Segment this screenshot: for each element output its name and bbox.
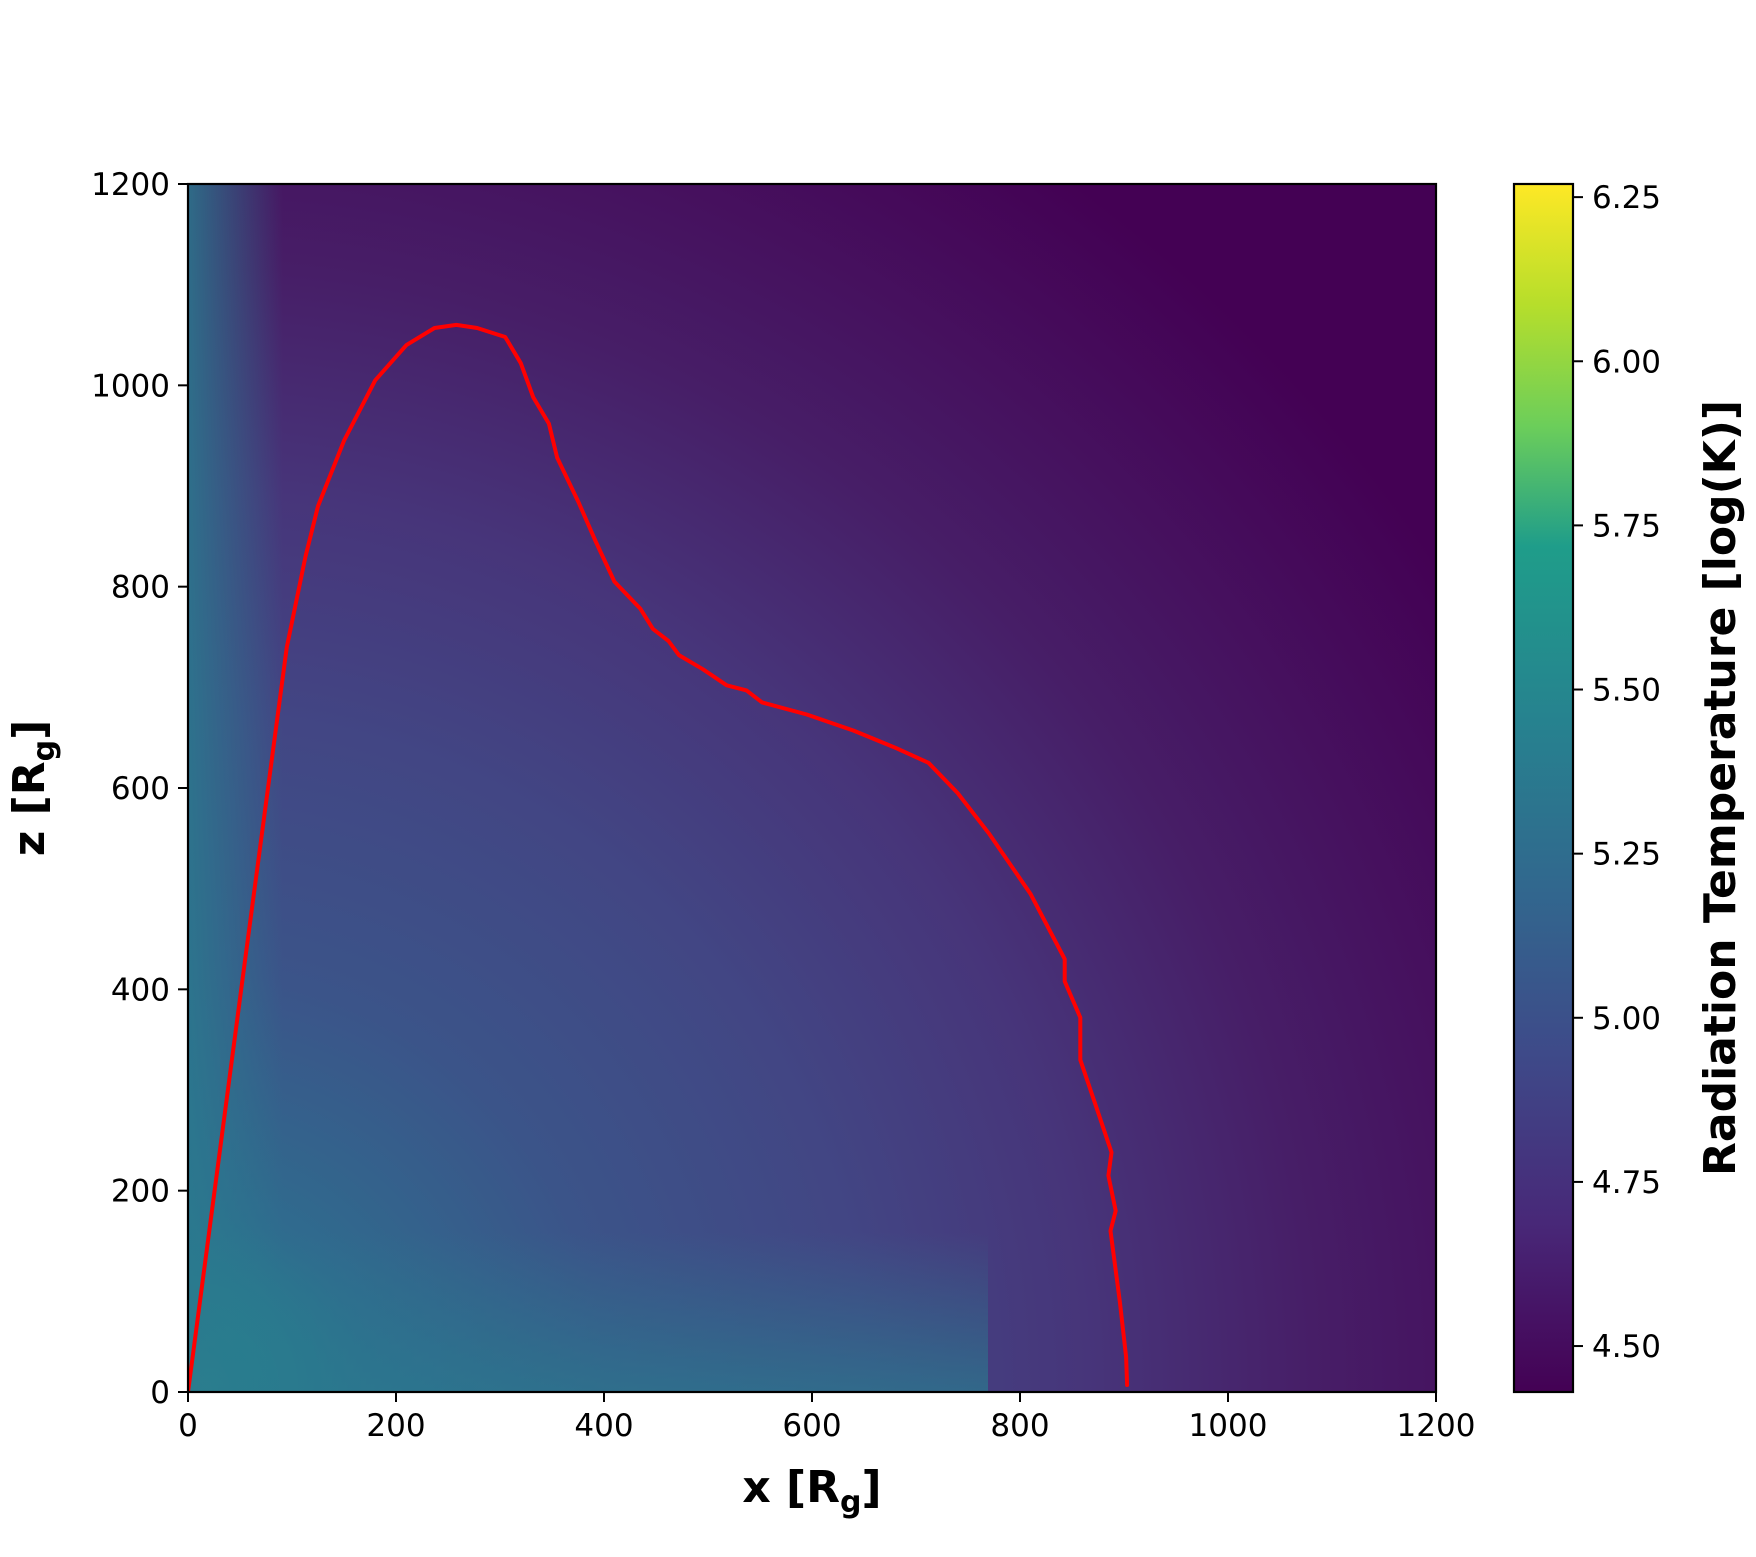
y-axis-ticks: 0 200 400 600 800 1000 1200 bbox=[91, 167, 188, 1411]
heatmap-field bbox=[188, 184, 1436, 1392]
y-tick-label: 200 bbox=[111, 1174, 170, 1210]
colorbar-tick-label: 4.75 bbox=[1592, 1165, 1661, 1201]
colorbar bbox=[1512, 182, 1575, 1394]
y-axis-label: z [Rg] bbox=[4, 720, 62, 857]
x-tick-label: 200 bbox=[366, 1408, 425, 1444]
y-tick-label: 600 bbox=[111, 771, 170, 807]
y-tick-label: 0 bbox=[150, 1375, 170, 1411]
y-tick-label: 400 bbox=[111, 972, 170, 1008]
colorbar-tick-label: 4.50 bbox=[1592, 1329, 1661, 1365]
x-axis-ticks: 0 200 400 600 800 1000 1200 bbox=[178, 1392, 1475, 1444]
x-tick-label: 800 bbox=[990, 1408, 1049, 1444]
x-axis-label: x [Rg] bbox=[742, 1462, 881, 1520]
colorbar-label: Radiation Temperature [log(K)] bbox=[1695, 400, 1746, 1176]
x-tick-label: 600 bbox=[782, 1408, 841, 1444]
contour-line bbox=[188, 322, 1130, 1392]
y-tick-label: 800 bbox=[111, 570, 170, 606]
y-tick-label: 1200 bbox=[91, 167, 170, 203]
colorbar-tick-label: 5.50 bbox=[1592, 673, 1661, 709]
x-tick-label: 400 bbox=[574, 1408, 633, 1444]
y-tick-label: 1000 bbox=[91, 368, 170, 404]
colorbar-tick-label: 6.25 bbox=[1592, 180, 1661, 216]
x-tick-label: 0 bbox=[178, 1408, 198, 1444]
colorbar-ticks: 4.50 4.75 5.00 5.25 5.50 5.75 6.00 6.25 bbox=[1573, 180, 1661, 1365]
colorbar-tick-label: 5.00 bbox=[1592, 1001, 1661, 1037]
x-tick-label: 1200 bbox=[1397, 1408, 1476, 1444]
x-tick-label: 1000 bbox=[1189, 1408, 1268, 1444]
colorbar-tick-label: 5.25 bbox=[1592, 837, 1661, 873]
contour-series bbox=[188, 322, 1130, 1392]
colorbar-tick-label: 5.75 bbox=[1592, 508, 1661, 544]
colorbar-tick-label: 6.00 bbox=[1592, 344, 1661, 380]
